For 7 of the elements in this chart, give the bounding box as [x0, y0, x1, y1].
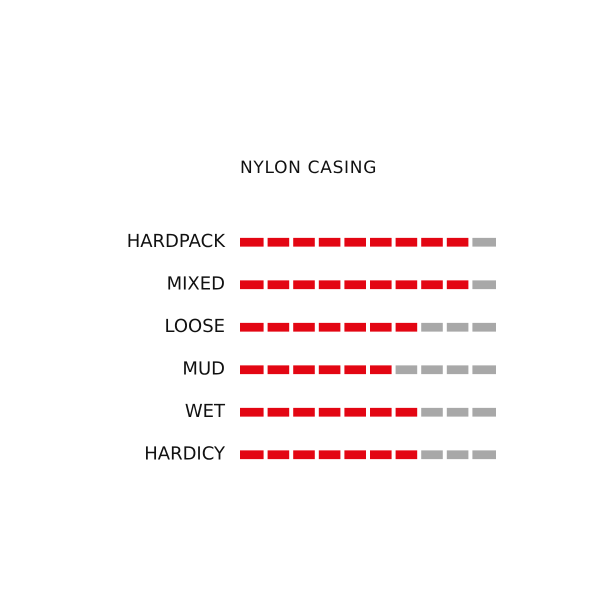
- y-tick-label: WET: [184, 400, 226, 422]
- y-tick-label: HARDICY: [144, 443, 226, 464]
- chart-title: NYLON CASING: [240, 158, 378, 178]
- y-tick-label: MUD: [182, 358, 225, 380]
- y-tick-label: LOOSE: [164, 316, 225, 337]
- y-tick-label: HARDPACK: [126, 230, 226, 252]
- y-tick-label: MIXED: [166, 273, 225, 294]
